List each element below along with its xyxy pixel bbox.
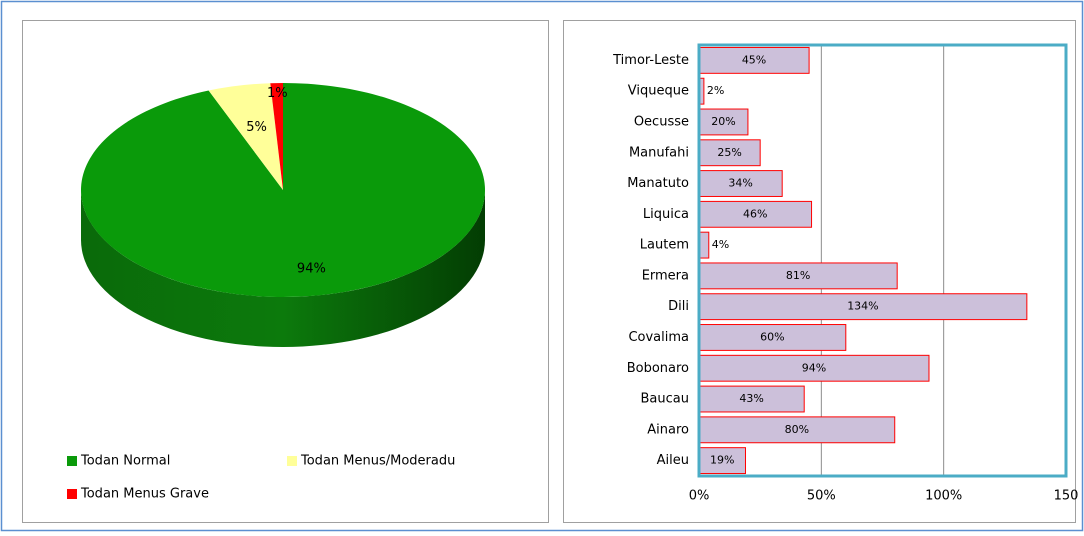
bar-label: 2% <box>707 84 724 97</box>
x-tick-label: 50% <box>807 489 836 504</box>
bar-label: 19% <box>710 454 734 467</box>
y-tick-label: Aileu <box>657 453 689 468</box>
pie-slice <box>208 83 283 190</box>
y-tick-label: Dili <box>668 299 689 314</box>
y-tick-label: Timor-Leste <box>612 53 689 68</box>
bar <box>698 139 761 167</box>
y-tick-label: Manatuto <box>627 176 689 191</box>
bar-label: 46% <box>743 207 767 220</box>
legend-swatch <box>67 456 77 466</box>
x-tick-label: 100% <box>925 489 962 504</box>
plot-border <box>697 43 1068 478</box>
bar <box>698 416 896 444</box>
legend-swatch <box>287 456 297 466</box>
y-tick-label: Liquica <box>643 207 689 222</box>
pie-label: 5% <box>246 120 267 135</box>
pie-label: 1% <box>267 86 288 101</box>
y-tick-label: Viqueque <box>628 84 689 99</box>
y-tick-label: Baucau <box>641 392 689 407</box>
bar <box>698 46 810 74</box>
bar-label: 94% <box>802 361 826 374</box>
y-tick-label: Oecusse <box>634 114 689 129</box>
bar <box>698 200 813 228</box>
x-tick-label: 150 <box>1054 489 1079 504</box>
pie-side <box>81 190 485 347</box>
y-tick-label: Lautem <box>640 238 689 253</box>
bar <box>698 447 746 475</box>
bar-label: 4% <box>712 238 729 251</box>
bar-label: 45% <box>742 53 766 66</box>
y-tick-label: Covalima <box>628 330 689 345</box>
bar <box>698 385 805 413</box>
y-tick-label: Ermera <box>642 268 689 283</box>
legend-label: Todan Menus/Moderadu <box>300 454 455 469</box>
legend-label: Todan Normal <box>80 454 170 469</box>
bar-label: 134% <box>847 300 878 313</box>
bar <box>698 293 1028 321</box>
bar-label: 80% <box>785 423 809 436</box>
bar-label: 81% <box>786 269 810 282</box>
bar-label: 25% <box>717 146 741 159</box>
bar <box>698 354 930 382</box>
bar <box>698 324 847 351</box>
pie-label: 94% <box>297 261 326 276</box>
bar-label: 60% <box>760 330 784 343</box>
bar-label: 43% <box>739 392 763 405</box>
x-tick-label: 0% <box>689 489 710 504</box>
bar <box>698 262 898 290</box>
bar-label: 34% <box>728 177 752 190</box>
bar-label: 20% <box>711 115 735 128</box>
bar <box>698 170 783 197</box>
y-tick-label: Bobonaro <box>627 361 689 376</box>
bar <box>698 108 749 136</box>
y-tick-label: Ainaro <box>647 422 689 437</box>
legend-swatch <box>67 489 77 499</box>
pie-slice <box>270 83 283 190</box>
y-tick-label: Manufahi <box>629 145 689 160</box>
legend-label: Todan Menus Grave <box>80 487 209 502</box>
